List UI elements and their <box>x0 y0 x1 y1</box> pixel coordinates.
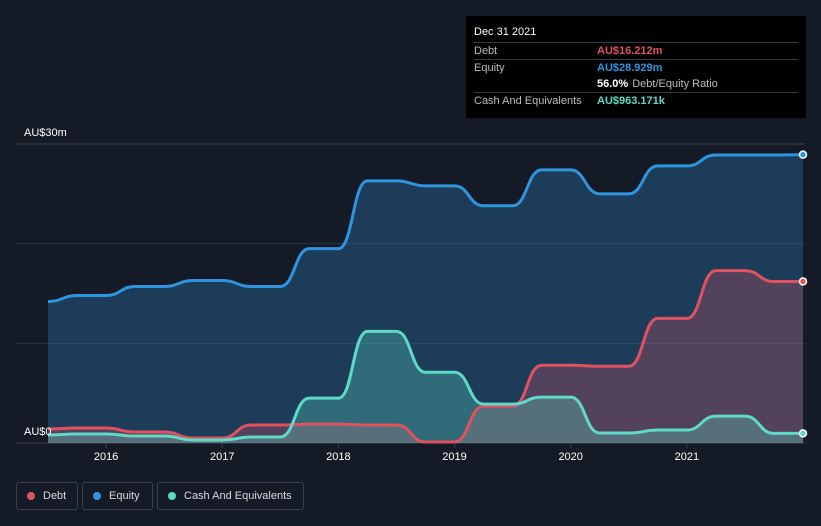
y-axis-top-label: AU$30m <box>24 127 67 139</box>
chart-grid <box>16 143 805 444</box>
equity-dot-icon <box>93 492 101 500</box>
chart-areas <box>48 154 803 443</box>
x-tick-label: 2021 <box>675 451 699 463</box>
tooltip-value: 56.0% <box>597 78 629 90</box>
tooltip-row-equity: Equity AU$28.929m <box>474 59 798 76</box>
y-axis-bottom-label: AU$0 <box>24 426 52 438</box>
tooltip-label: Debt <box>474 45 498 57</box>
tooltip-label: Equity <box>474 62 505 74</box>
equity-endpoint <box>798 150 808 159</box>
chart-endpoints <box>798 150 808 438</box>
tooltip-label <box>474 76 597 92</box>
x-tick-label: 2020 <box>558 451 582 463</box>
cash-area <box>48 331 803 443</box>
tooltip-row-debt: Debt AU$16.212m <box>474 42 798 59</box>
tooltip-ratio-label: Debt/Equity Ratio <box>632 78 718 90</box>
tooltip-value: AU$28.929m <box>597 62 663 74</box>
tooltip-label: Cash And Equivalents <box>474 95 582 107</box>
x-tick-label: 2018 <box>326 451 350 463</box>
tooltip-date: Dec 31 2021 <box>474 26 537 38</box>
cash-line <box>47 329 803 442</box>
x-tick-label: 2019 <box>442 451 466 463</box>
tooltip-value: AU$963.171k <box>597 95 665 107</box>
x-tick-label: 2017 <box>210 451 234 463</box>
legend-label: Equity <box>109 490 140 502</box>
legend-item-cash[interactable]: Cash And Equivalents <box>157 482 304 510</box>
tooltip-row-ratio: 56.0% Debt/Equity Ratio <box>474 76 798 92</box>
cash-endpoint <box>798 429 808 438</box>
legend-label: Debt <box>43 490 67 502</box>
x-axis-ticks: 2016 2017 2018 2019 2020 2021 <box>94 443 699 463</box>
legend-label: Cash And Equivalents <box>184 490 292 502</box>
tooltip-row-cash: Cash And Equivalents AU$963.171k <box>474 92 798 109</box>
debt-area <box>48 270 803 443</box>
debt-dot-icon <box>27 492 35 500</box>
equity-line <box>47 153 804 303</box>
debt-endpoint <box>798 277 808 286</box>
legend-item-debt[interactable]: Debt <box>16 482 78 510</box>
x-tick-label: 2016 <box>94 451 118 463</box>
tooltip-value: AU$16.212m <box>597 45 663 57</box>
equity-area <box>48 154 803 443</box>
debt-line <box>47 269 804 444</box>
cash-dot-icon <box>168 492 176 500</box>
chart-lines <box>47 153 804 444</box>
legend-item-equity[interactable]: Equity <box>82 482 153 510</box>
data-tooltip: Dec 31 2021 Debt AU$16.212m Equity AU$28… <box>466 16 806 118</box>
